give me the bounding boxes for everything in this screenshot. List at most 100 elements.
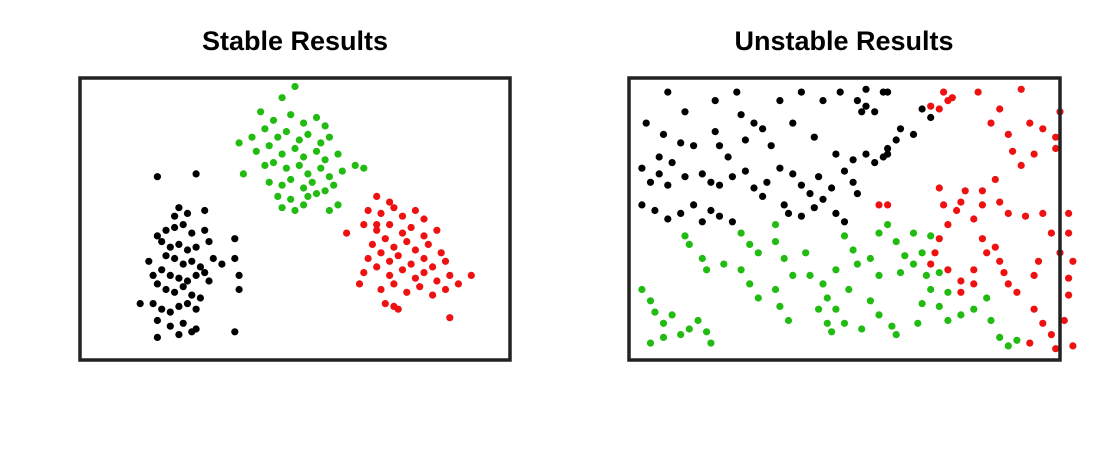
unstable-point <box>797 212 806 220</box>
unstable-point <box>944 288 952 296</box>
stable-point <box>175 240 183 248</box>
unstable-point <box>659 333 668 341</box>
unstable-point <box>862 150 870 158</box>
stable-point <box>420 269 428 277</box>
stable-point <box>261 125 269 133</box>
unstable-point <box>875 311 883 319</box>
stable-point <box>317 164 325 172</box>
stable-point <box>325 173 333 181</box>
stable-point <box>158 238 166 246</box>
stable-point <box>248 133 256 141</box>
stable-plot-frame <box>78 76 512 362</box>
stable-point <box>269 116 278 124</box>
unstable-point <box>884 144 892 153</box>
stable-point <box>360 221 368 229</box>
unstable-point <box>677 331 685 339</box>
chart-title-unstable: Unstable Results <box>734 26 953 56</box>
unstable-point <box>655 170 663 178</box>
unstable-point <box>733 88 741 96</box>
stable-point <box>304 192 312 200</box>
unstable-point <box>664 181 672 189</box>
stable-point <box>188 257 196 265</box>
stable-point <box>373 192 381 200</box>
unstable-point <box>646 297 655 305</box>
unstable-point <box>797 88 806 96</box>
unstable-point <box>832 266 840 274</box>
stable-point <box>179 221 187 229</box>
unstable-point <box>1026 339 1034 347</box>
unstable-point <box>858 325 866 333</box>
unstable-plot-points <box>638 85 1077 353</box>
unstable-point <box>996 257 1004 265</box>
unstable-point <box>892 238 900 246</box>
unstable-point <box>638 164 646 172</box>
unstable-point <box>754 294 762 302</box>
unstable-point <box>909 260 918 268</box>
stable-point <box>373 226 381 234</box>
unstable-point <box>944 316 952 325</box>
stable-point <box>420 232 428 240</box>
unstable-point <box>832 150 840 158</box>
unstable-point <box>1039 125 1047 133</box>
unstable-point <box>978 235 987 243</box>
stable-point <box>300 119 308 127</box>
unstable-point <box>1004 209 1012 217</box>
unstable-point <box>970 215 978 223</box>
unstable-point <box>1021 212 1030 220</box>
unstable-point <box>931 249 939 257</box>
unstable-point <box>815 305 823 313</box>
unstable-point <box>884 150 892 158</box>
stable-point <box>373 221 381 229</box>
stable-point <box>235 271 243 279</box>
unstable-point <box>849 156 857 164</box>
unstable-point <box>677 139 685 147</box>
stable-point <box>325 133 333 141</box>
stable-point <box>162 226 170 234</box>
unstable-point <box>690 142 698 150</box>
unstable-point <box>996 105 1004 113</box>
unstable-point <box>849 246 857 254</box>
stable-point <box>192 325 200 333</box>
stable-point <box>287 111 295 119</box>
unstable-point <box>828 328 836 336</box>
unstable-point <box>646 178 655 186</box>
unstable-point <box>1017 161 1025 169</box>
unstable-point <box>698 170 706 178</box>
stable-point <box>179 260 187 268</box>
stable-point <box>403 238 411 246</box>
stable-point <box>364 206 372 215</box>
unstable-point <box>1013 336 1021 344</box>
unstable-point <box>927 232 935 240</box>
unstable-point <box>840 218 849 226</box>
unstable-point <box>780 254 788 263</box>
unstable-point <box>1030 150 1038 158</box>
unstable-point <box>1004 280 1012 288</box>
unstable-point <box>828 184 836 192</box>
stable-point <box>300 153 308 161</box>
unstable-point <box>659 130 668 138</box>
unstable-point <box>944 266 952 274</box>
unstable-point <box>987 119 995 127</box>
stable-point <box>287 195 295 203</box>
stable-point <box>196 263 204 271</box>
stable-point <box>166 271 174 279</box>
stable-point <box>360 269 368 277</box>
stable-point <box>308 178 316 186</box>
unstable-point <box>802 249 810 257</box>
stable-point <box>304 170 312 178</box>
unstable-point <box>1047 229 1055 237</box>
stable-point <box>386 271 394 279</box>
stable-point <box>291 144 299 153</box>
stable-point <box>282 128 290 136</box>
unstable-point <box>957 288 965 296</box>
unstable-point <box>935 235 943 243</box>
unstable-point <box>1013 288 1021 296</box>
unstable-point <box>776 302 784 310</box>
stable-point <box>300 201 308 209</box>
unstable-point <box>866 297 875 305</box>
stable-point <box>162 252 170 260</box>
unstable-point <box>741 167 750 175</box>
unstable-point <box>1017 85 1025 93</box>
stable-point <box>274 192 282 200</box>
